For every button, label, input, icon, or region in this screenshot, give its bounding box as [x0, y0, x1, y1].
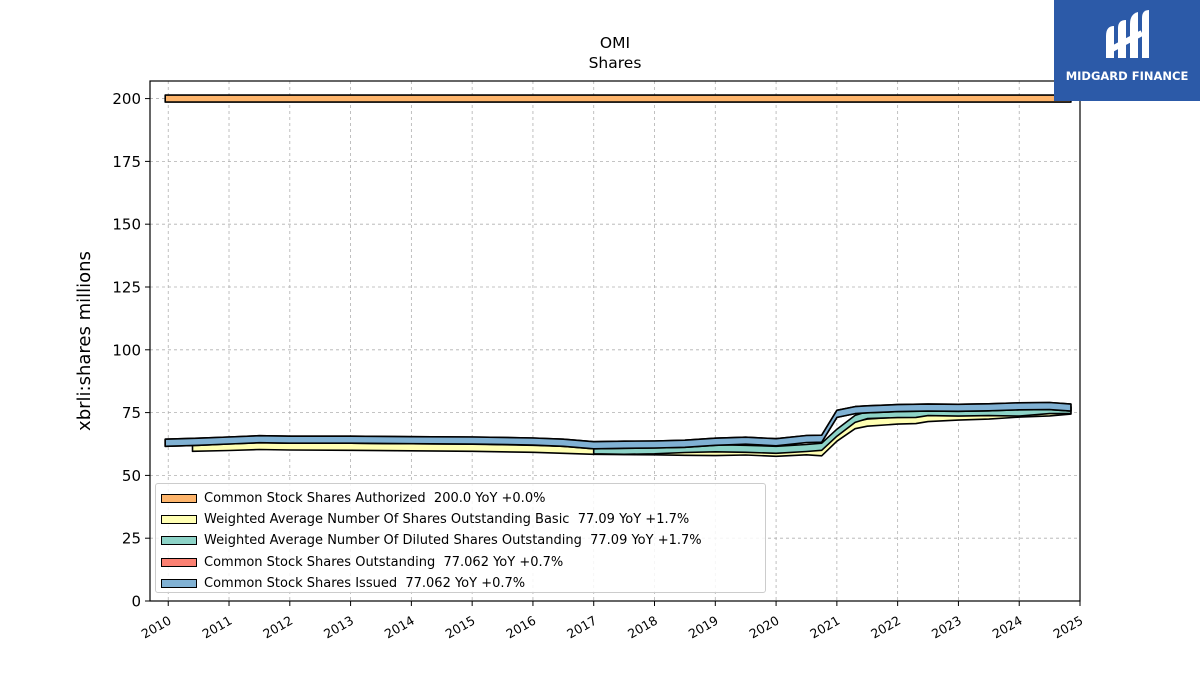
x-tick-label: 2012 [260, 613, 295, 642]
x-tick-label: 2024 [990, 613, 1025, 642]
legend-label: Common Stock Shares Outstanding 77.062 Y… [204, 554, 564, 570]
x-tick-label: 2011 [199, 613, 234, 642]
x-tick-label: 2023 [929, 613, 964, 642]
x-tick-label: 2017 [564, 613, 599, 642]
midgard-m-logo-icon [1106, 10, 1149, 58]
x-tick-label: 2018 [625, 613, 660, 642]
x-tick-label: 2016 [503, 613, 538, 642]
x-tick-label: 2015 [443, 613, 478, 642]
series-layer [164, 94, 1072, 458]
legend-swatch [161, 536, 197, 546]
legend-item: Weighted Average Number Of Shares Outsta… [159, 509, 765, 530]
legend-item: Common Stock Shares Authorized 200.0 YoY… [159, 488, 765, 509]
y-tick-label: 175 [112, 153, 141, 171]
series-common-stock-shares-authorized [164, 94, 1072, 103]
x-axis-ticks: 2010 2011 2012 2013 2014 2015 2016 2017 2018 2019… [139, 601, 1086, 642]
y-axis-ticks: 0 25 50 75 100 125 150 175 200 [112, 90, 150, 611]
x-tick-label: 2020 [747, 613, 782, 642]
series-common-stock-shares-issued [164, 401, 1072, 450]
legend-label: Common Stock Shares Authorized 200.0 YoY… [204, 491, 546, 507]
y-tick-label: 0 [131, 593, 141, 611]
legend-label: Weighted Average Number Of Shares Outsta… [204, 512, 690, 528]
legend-swatch [161, 494, 197, 504]
plot-frame [149, 80, 1081, 602]
midgard-finance-logo: MIDGARD FINANCE [1054, 0, 1200, 101]
chart-title: OMI [600, 34, 630, 52]
legend-item: Common Stock Shares Issued 77.062 YoY +0… [159, 573, 765, 594]
chart-legend: Common Stock Shares Authorized 200.0 YoY… [155, 483, 766, 593]
y-tick-label: 100 [112, 341, 141, 359]
x-tick-label: 2021 [807, 613, 842, 642]
legend-swatch [161, 515, 197, 525]
y-tick-label: 200 [112, 90, 141, 108]
legend-item: Common Stock Shares Outstanding 77.062 Y… [159, 552, 765, 573]
legend-swatch [161, 557, 197, 567]
x-tick-label: 2025 [1050, 613, 1085, 642]
y-axis-label: xbrli:shares millions [74, 251, 95, 431]
x-tick-label: 2010 [139, 613, 174, 642]
y-tick-label: 150 [112, 216, 141, 234]
x-tick-label: 2013 [321, 613, 356, 642]
legend-label: Weighted Average Number Of Diluted Share… [204, 533, 702, 549]
x-tick-label: 2019 [686, 613, 721, 642]
series-weighted-average-number-of-diluted-shares-outstanding [592, 405, 1072, 456]
legend-item: Weighted Average Number Of Diluted Share… [159, 530, 765, 551]
y-tick-label: 25 [122, 530, 141, 548]
y-tick-label: 125 [112, 278, 141, 296]
legend-swatch [161, 578, 197, 588]
logo-text: MIDGARD FINANCE [1065, 69, 1189, 83]
x-tick-label: 2014 [382, 613, 417, 642]
y-tick-label: 75 [122, 404, 141, 422]
legend-label: Common Stock Shares Issued 77.062 YoY +0… [204, 575, 526, 591]
chart-subtitle: Shares [589, 54, 642, 72]
x-tick-label: 2022 [868, 613, 903, 642]
y-tick-label: 50 [122, 467, 141, 485]
